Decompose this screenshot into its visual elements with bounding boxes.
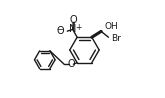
- Text: OH: OH: [104, 22, 118, 31]
- Text: N: N: [69, 24, 77, 34]
- Text: O: O: [68, 59, 75, 69]
- Text: O: O: [57, 26, 64, 36]
- Text: −: −: [56, 25, 63, 34]
- Text: O: O: [69, 15, 77, 25]
- Text: Br: Br: [111, 34, 120, 43]
- Text: +: +: [75, 23, 82, 32]
- Polygon shape: [92, 31, 102, 37]
